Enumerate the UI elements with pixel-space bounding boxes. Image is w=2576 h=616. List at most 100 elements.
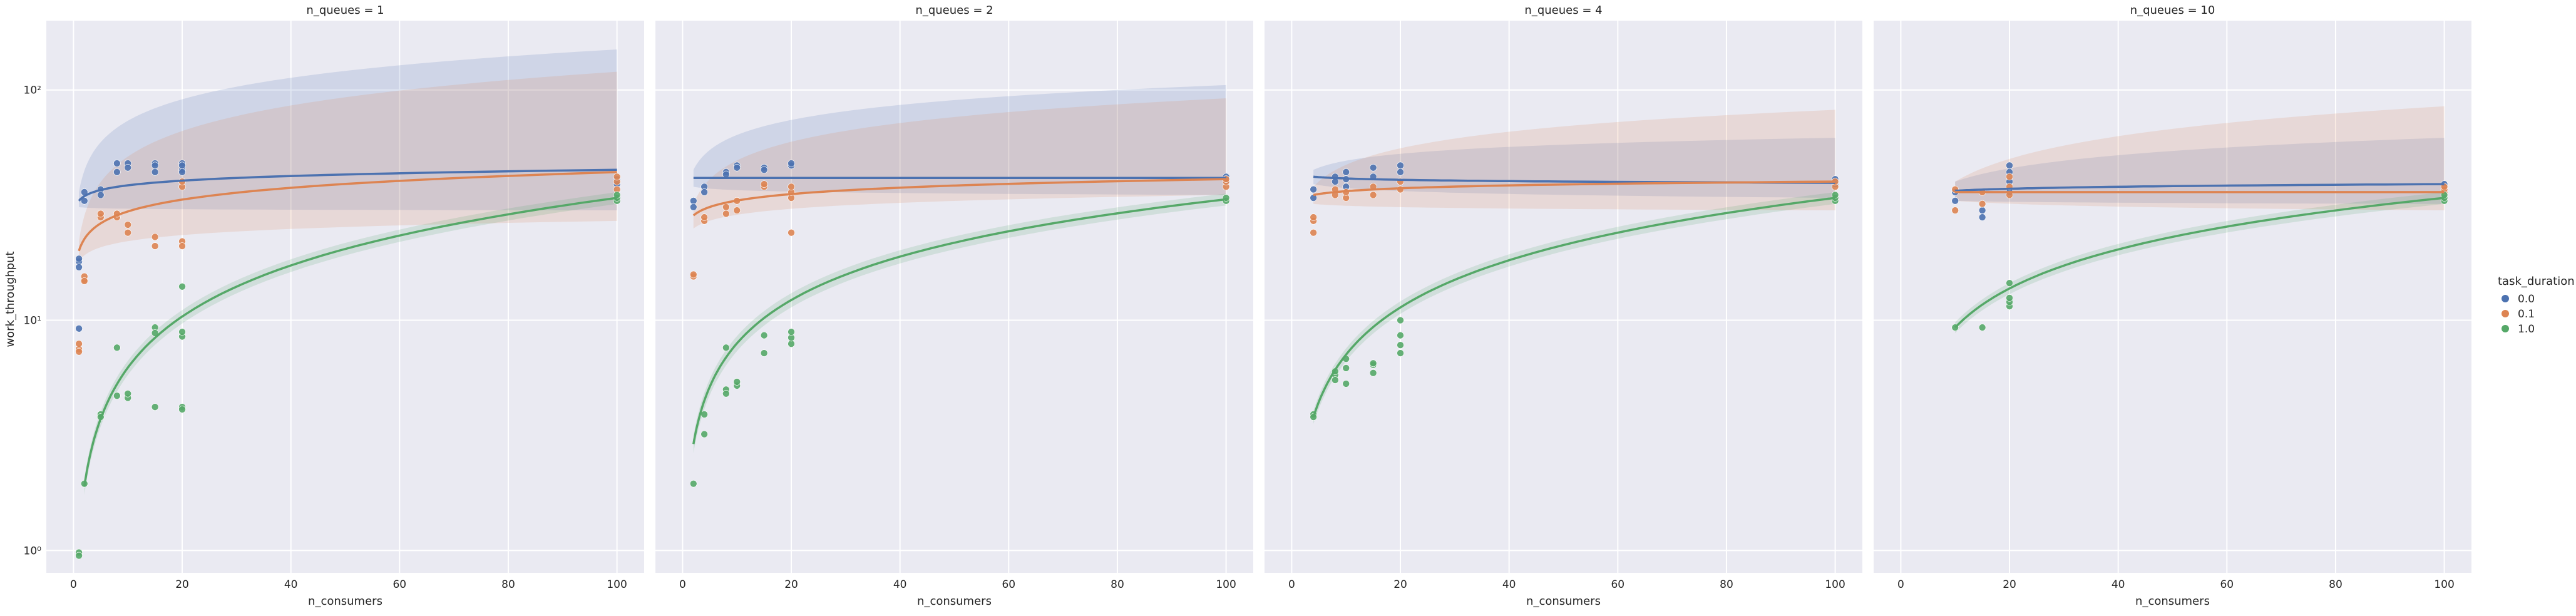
y-tick-label: 10⁰ [24,545,42,557]
fit-line-1-0 [1312,197,1835,418]
data-point-1-0 [689,480,697,488]
data-point-0-1 [760,180,768,188]
data-point-1-0 [1397,349,1404,357]
data-point-1-0 [124,389,132,398]
data-point-0-1 [689,270,697,279]
data-point-0-1 [1310,228,1317,237]
data-point-1-0 [2006,294,2013,302]
x-tick-label: 40 [284,578,298,591]
data-point-1-0 [733,378,741,386]
data-point-0-0 [1951,197,1959,205]
data-point-0-0 [1369,163,1377,172]
legend-title: task_duration [2498,275,2575,288]
confidence-band-0-1 [1313,110,1835,210]
confidence-band-1-0 [693,193,1226,453]
x-tick-label: 80 [1720,578,1733,591]
x-tick-label: 60 [2220,578,2234,591]
legend-marker-0-0 [2502,295,2509,302]
legend-label-0-0: 0.0 [2518,293,2535,305]
data-point-1-0 [1342,380,1350,388]
data-point-0-1 [788,228,795,237]
data-point-1-0 [113,392,121,399]
data-point-0-0 [788,160,795,167]
panel-background [655,21,1253,573]
data-point-1-0 [700,411,708,418]
data-point-0-0 [689,203,697,211]
data-point-0-1 [97,210,105,218]
x-tick-label: 20 [2003,578,2016,591]
data-point-0-1 [80,277,88,285]
x-tick-label: 0 [679,578,686,591]
x-axis-label: n_consumers [1526,595,1601,608]
x-tick-label: 20 [1393,578,1407,591]
data-point-1-0 [1397,341,1404,349]
legend-items: 0.0 0.1 1.0 [2502,293,2535,336]
data-point-0-0 [1978,213,1986,221]
data-point-0-1 [178,242,186,250]
data-point-0-0 [689,197,697,205]
fit-line-0-1 [692,178,1226,217]
x-tick-label: 60 [1002,578,1015,591]
confidence-band-0-0 [79,49,617,210]
x-tick-label: 60 [393,578,406,591]
fit-line-0-0 [1313,175,1835,184]
data-point-0-0 [97,191,105,199]
data-point-0-1 [613,173,621,181]
y-tick-label: 10¹ [24,315,41,327]
data-point-1-0 [1397,316,1404,324]
x-tick-label: 80 [501,578,515,591]
data-point-1-0 [1332,376,1339,384]
x-tick-label: 100 [1216,578,1236,591]
confidence-band-1-0 [1955,192,2445,333]
data-point-1-0 [722,344,730,352]
y-axis-label: work_throughput [4,251,17,347]
data-point-0-0 [124,163,132,172]
legend: task_duration 0.0 0.1 1.0 [2498,275,2575,336]
data-point-0-0 [1397,168,1404,176]
data-point-0-1 [700,213,708,221]
data-point-1-0 [722,389,730,398]
data-point-1-0 [700,430,708,438]
data-point-0-1 [1978,200,1986,208]
data-point-0-0 [1397,162,1404,170]
facet-panel: n_queues = 4 0 20 40 60 80 100 n_consumers [1265,4,1862,608]
data-point-0-1 [2006,173,2013,181]
confidence-band-0-1 [79,71,617,262]
data-point-0-0 [113,160,121,167]
x-tick-label: 40 [2112,578,2125,591]
data-point-0-0 [178,162,186,170]
data-point-1-0 [178,328,186,336]
x-tick-label: 80 [1111,578,1124,591]
data-point-0-0 [760,166,768,174]
data-point-1-0 [178,406,186,413]
x-tick-label: 60 [1611,578,1624,591]
data-point-0-0 [722,170,730,178]
facet-panel: n_queues = 10 0 20 40 60 80 100 n_consumers [1874,4,2471,608]
data-point-0-0 [113,168,121,176]
data-point-0-0 [75,255,83,263]
x-axis-label: n_consumers [308,595,382,608]
panel-background [46,21,644,573]
x-tick-label: 40 [1502,578,1516,591]
fit-line-1-0 [83,197,617,487]
data-point-0-1 [722,203,730,211]
data-point-0-1 [722,210,730,218]
x-tick-label: 100 [2434,578,2454,591]
data-point-0-1 [124,221,132,228]
confidence-band-0-0 [693,85,1226,195]
data-point-0-1 [1310,213,1317,221]
x-tick-label: 20 [175,578,189,591]
data-point-1-0 [1369,359,1377,367]
data-point-0-0 [1310,185,1317,193]
x-axis-label: n_consumers [2135,595,2210,608]
x-tick-label: 0 [1288,578,1295,591]
fit-line-0-1 [78,171,617,252]
panel-title: n_queues = 2 [915,4,993,17]
facet-panel: n_queues = 1 0 20 40 60 80 100 n_consumers 10⁰ 10… [24,4,644,608]
data-point-0-0 [75,263,83,271]
fit-line-0-1 [1313,180,1835,197]
panel-title: n_queues = 10 [2130,4,2215,17]
data-point-1-0 [1397,331,1404,339]
x-tick-label: 40 [893,578,907,591]
